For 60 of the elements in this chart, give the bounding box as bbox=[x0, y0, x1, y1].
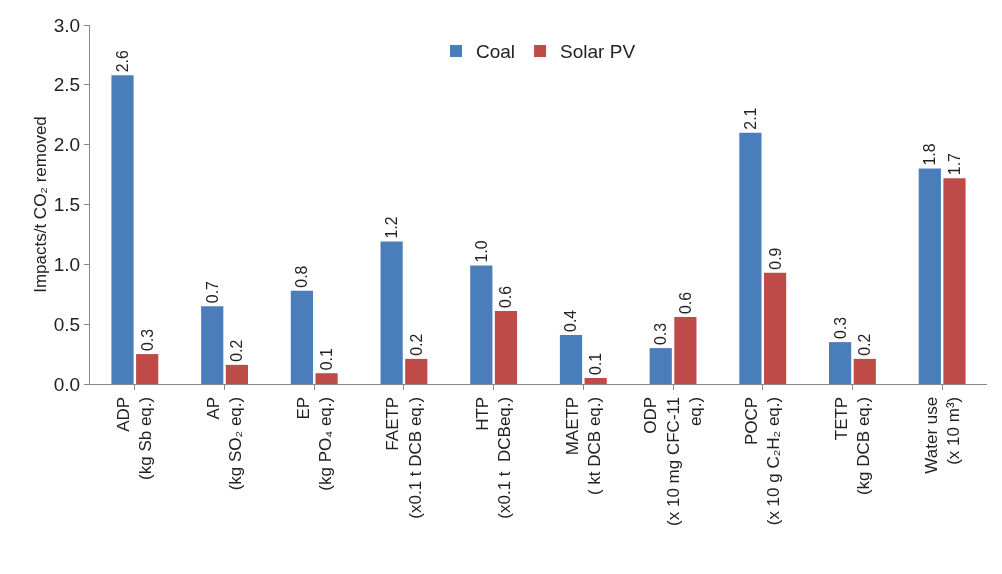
bar bbox=[853, 358, 876, 384]
data-label: 1.2 bbox=[383, 216, 401, 239]
bar bbox=[829, 342, 852, 384]
data-label: 0.3 bbox=[831, 316, 849, 340]
data-label: 0.4 bbox=[562, 309, 580, 332]
x-tick-label: ODP (x 10 mg CFC-11 eq.) bbox=[641, 396, 705, 526]
data-label: 0.3 bbox=[652, 322, 670, 346]
data-label: 0.3 bbox=[138, 328, 156, 352]
bar bbox=[290, 290, 314, 384]
data-label: 0.8 bbox=[293, 265, 311, 288]
data-label: 0.1 bbox=[318, 347, 336, 371]
bar bbox=[405, 358, 428, 384]
x-tick-label: FAETP (x0.1 t DCB eq.) bbox=[383, 396, 425, 519]
legend-label: Solar PV bbox=[560, 41, 636, 63]
y-tick-label: 2.5 bbox=[53, 74, 81, 96]
x-tick-label: MAETP ( kt DCB eq.) bbox=[562, 396, 604, 496]
y-tick-label: 0.0 bbox=[53, 373, 81, 395]
x-tick-label: HTP (x0.1 t DCBeq.) bbox=[473, 396, 515, 519]
bar bbox=[111, 75, 134, 384]
bar bbox=[470, 265, 493, 384]
data-label: 1.7 bbox=[945, 152, 963, 176]
data-label: 0.1 bbox=[587, 352, 605, 376]
bar bbox=[315, 373, 338, 384]
x-tick-label: ADP (kg Sb eq.) bbox=[114, 396, 156, 480]
bar bbox=[225, 364, 248, 384]
data-label: 0.6 bbox=[676, 291, 694, 314]
data-label: 0.2 bbox=[856, 333, 874, 356]
x-tick-label: TETP (kg DCB eq.) bbox=[831, 396, 874, 496]
data-label: 2.1 bbox=[741, 107, 759, 130]
y-tick-label: 3.0 bbox=[53, 14, 81, 36]
x-tick-label: AP (kg SO₂ eq.) bbox=[204, 396, 246, 491]
y-tick-label: 2.0 bbox=[53, 134, 81, 156]
bar bbox=[674, 316, 697, 384]
bar bbox=[136, 354, 159, 384]
data-label: 0.6 bbox=[497, 285, 515, 308]
x-tick-label: Water use (x 10 m³) bbox=[921, 396, 963, 474]
data-label: 1.8 bbox=[921, 143, 939, 166]
y-tick-label: 1.5 bbox=[53, 194, 81, 216]
data-label: 2.6 bbox=[113, 50, 131, 73]
bar bbox=[380, 241, 403, 384]
data-label: 0.2 bbox=[407, 333, 425, 356]
bar bbox=[494, 311, 518, 384]
bar bbox=[201, 306, 224, 384]
bar bbox=[763, 272, 787, 384]
data-label: 0.2 bbox=[228, 339, 246, 362]
y-tick-label: 0.5 bbox=[53, 313, 81, 335]
legend-label: Coal bbox=[476, 41, 516, 63]
y-tick-label: 1.0 bbox=[53, 253, 81, 275]
data-label: 0.9 bbox=[766, 247, 784, 270]
x-tick-label: POCP (x 10 g C₂H₂ eq.) bbox=[742, 396, 784, 526]
x-tick-label: EP (kg PO₄ eq.) bbox=[293, 396, 335, 491]
bar bbox=[943, 178, 966, 384]
data-label: 1.0 bbox=[472, 240, 490, 263]
bar bbox=[739, 132, 762, 384]
y-axis-title: Impacts/t CO₂ removed bbox=[31, 116, 50, 293]
bar bbox=[584, 378, 607, 384]
bar bbox=[559, 334, 583, 384]
data-label: 0.7 bbox=[203, 280, 221, 304]
bar bbox=[649, 348, 672, 384]
bar bbox=[918, 168, 941, 384]
